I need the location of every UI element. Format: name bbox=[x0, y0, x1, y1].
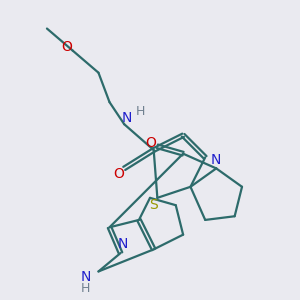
Text: O: O bbox=[62, 40, 73, 54]
Text: N: N bbox=[211, 153, 221, 167]
Text: O: O bbox=[145, 136, 156, 150]
Text: H: H bbox=[136, 105, 146, 118]
Text: S: S bbox=[149, 198, 158, 212]
Text: H: H bbox=[81, 281, 90, 295]
Text: N: N bbox=[80, 270, 91, 284]
Text: N: N bbox=[122, 111, 132, 124]
Text: N: N bbox=[117, 237, 128, 251]
Text: O: O bbox=[113, 167, 124, 181]
